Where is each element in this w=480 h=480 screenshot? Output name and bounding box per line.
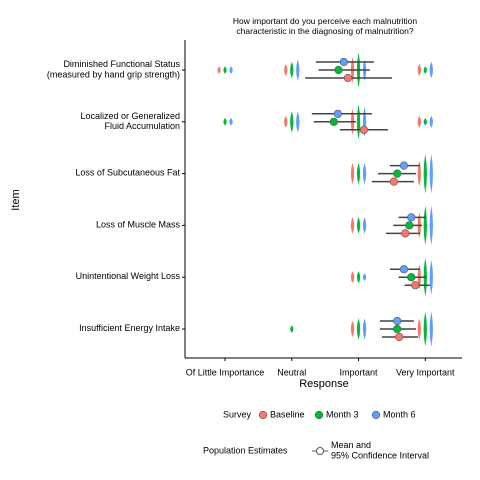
mean-point xyxy=(395,332,404,342)
mean-point xyxy=(393,169,402,178)
density-mark xyxy=(290,111,294,133)
mean-point xyxy=(399,265,409,274)
density-mark xyxy=(423,205,427,246)
mean-point xyxy=(329,117,338,126)
y-tick-label: Unintentional Weight Loss xyxy=(76,272,181,282)
x-tick-label: Important xyxy=(340,367,379,377)
density-mark xyxy=(356,318,361,340)
legend-label: Month 6 xyxy=(383,409,416,419)
mean-point xyxy=(407,213,416,222)
density-mark xyxy=(290,325,294,333)
mean-point xyxy=(343,73,352,83)
density-mark xyxy=(429,311,433,347)
density-mark xyxy=(296,111,300,133)
y-tick-label: Diminished Functional Status (measured by… xyxy=(47,59,181,79)
density-mark xyxy=(429,61,433,79)
density-mark xyxy=(429,153,433,194)
density-mark xyxy=(429,259,433,295)
mean-point xyxy=(407,273,416,282)
density-mark xyxy=(429,205,433,246)
mean-point xyxy=(411,281,420,290)
density-mark xyxy=(356,271,361,284)
legend-swatch xyxy=(371,410,381,420)
density-mark xyxy=(350,162,355,185)
density-mark xyxy=(362,318,367,340)
y-tick-label: Loss of Muscle Mass xyxy=(96,220,181,230)
legend-label: Baseline xyxy=(270,409,305,419)
mean-point xyxy=(399,161,409,170)
chart-title: How important do you perceive each malnu… xyxy=(233,16,418,36)
y-tick-label: Localized or Generalized Fluid Accumulati… xyxy=(80,111,180,131)
mean-point xyxy=(339,57,348,67)
mean-point xyxy=(359,125,368,134)
density-mark xyxy=(362,162,367,185)
density-mark xyxy=(423,118,427,126)
estimate-legend-point xyxy=(316,447,324,455)
density-mark xyxy=(290,61,294,79)
mean-point xyxy=(405,221,414,230)
y-axis-label: Item xyxy=(10,189,22,210)
density-mark xyxy=(229,66,233,74)
density-mark xyxy=(296,59,300,81)
estimate-legend-label: Mean and 95% Confidence Interval xyxy=(331,440,429,460)
x-tick-label: Neutral xyxy=(277,367,306,377)
mean-point xyxy=(393,316,402,326)
density-mark xyxy=(217,66,221,74)
mean-point xyxy=(334,65,343,75)
x-tick-label: Very Important xyxy=(396,367,455,377)
mean-point xyxy=(333,109,342,118)
mean-point xyxy=(401,229,410,238)
density-mark xyxy=(223,66,227,74)
density-mark xyxy=(362,273,367,281)
density-mark xyxy=(423,153,427,194)
density-mark xyxy=(350,320,355,338)
density-mark xyxy=(423,311,427,347)
density-mark xyxy=(223,118,227,126)
legend-swatch xyxy=(258,410,268,420)
density-mark xyxy=(356,162,361,185)
legend-swatch xyxy=(314,410,324,420)
x-axis-label: Response xyxy=(299,378,349,390)
y-tick-label: Insufficient Energy Intake xyxy=(79,323,180,333)
density-mark xyxy=(350,271,355,284)
density-mark xyxy=(356,104,361,140)
density-mark xyxy=(417,160,421,187)
mean-point xyxy=(389,177,399,186)
estimate-legend-title: Population Estimates xyxy=(203,445,288,455)
density-mark xyxy=(356,217,361,234)
density-mark xyxy=(350,217,355,234)
density-mark xyxy=(417,115,421,128)
density-mark xyxy=(284,115,288,128)
density-mark xyxy=(362,217,367,234)
legend-title: Survey xyxy=(223,409,252,419)
density-mark xyxy=(417,318,421,340)
mean-point xyxy=(393,324,402,334)
density-mark xyxy=(417,63,421,77)
density-mark xyxy=(229,118,233,126)
x-tick-label: Of Little Importance xyxy=(186,367,265,377)
legend-label: Month 3 xyxy=(326,409,359,419)
y-tick-label: Loss of Subcutaneous Fat xyxy=(75,168,180,178)
density-mark xyxy=(284,63,288,77)
density-mark xyxy=(423,66,427,74)
density-mark xyxy=(429,115,433,128)
